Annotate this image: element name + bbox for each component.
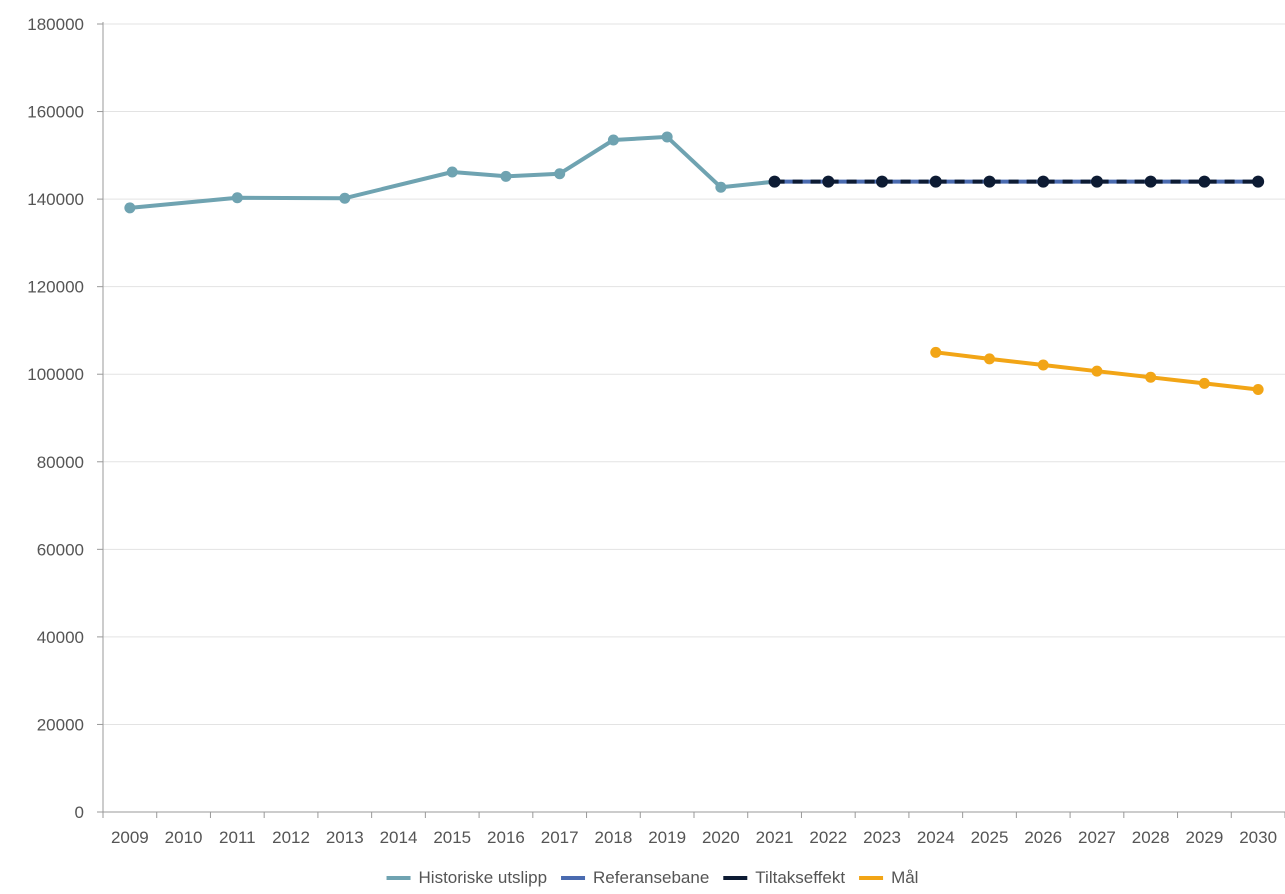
data-point — [554, 168, 566, 180]
y-tick-label: 40000 — [37, 628, 84, 647]
data-point — [715, 181, 727, 193]
x-tick-label: 2017 — [541, 828, 579, 847]
y-tick-label: 180000 — [27, 15, 84, 34]
x-tick-label: 2018 — [594, 828, 632, 847]
data-point — [500, 170, 512, 182]
legend-label: Mål — [891, 868, 918, 887]
data-point — [1198, 175, 1211, 188]
data-point — [876, 175, 889, 188]
x-tick-label: 2028 — [1132, 828, 1170, 847]
data-point — [231, 192, 243, 204]
x-tick-label: 2016 — [487, 828, 525, 847]
grid-lines — [103, 23, 1285, 813]
y-tick-label: 80000 — [37, 453, 84, 472]
x-tick-label: 2021 — [756, 828, 794, 847]
data-point — [929, 175, 942, 188]
y-tick-label: 160000 — [27, 103, 84, 122]
data-point — [822, 175, 835, 188]
series-layer — [124, 131, 1265, 396]
x-tick-label: 2020 — [702, 828, 740, 847]
data-point — [984, 353, 995, 365]
x-axis: 2009 2010 2011 2012 2013 2014 2015 2016 2017 2018… — [102, 811, 1285, 847]
legend-label: Tiltakseffekt — [755, 868, 845, 887]
legend-label: Historiske utslipp — [419, 868, 548, 887]
data-point — [1252, 175, 1265, 188]
legend-label: Referansebane — [593, 868, 709, 887]
data-point — [930, 346, 942, 358]
x-tick-label: 2013 — [326, 828, 364, 847]
x-tick-label: 2024 — [917, 828, 955, 847]
series-line — [127, 134, 777, 210]
x-tick-label: 2026 — [1024, 828, 1062, 847]
x-tick-label: 2025 — [971, 828, 1009, 847]
x-tick-label: 2030 — [1239, 828, 1277, 847]
data-point — [983, 175, 996, 188]
x-tick-label: 2023 — [863, 828, 901, 847]
series-2 — [768, 175, 1265, 188]
y-tick-label: 60000 — [37, 540, 84, 559]
x-tick-label: 2012 — [272, 828, 310, 847]
x-tick-label: 2010 — [165, 828, 203, 847]
y-tick-label: 0 — [75, 803, 84, 822]
y-axis: 0 20000 40000 60000 80000 100000 120000 140000 1… — [27, 15, 104, 822]
data-point — [1252, 384, 1264, 396]
data-point — [1037, 359, 1049, 371]
data-point — [339, 192, 351, 204]
series-0 — [124, 131, 781, 214]
legend: Historiske utslipp Referansebane Tiltaksef… — [386, 868, 918, 887]
x-tick-label: 2009 — [111, 828, 149, 847]
y-tick-label: 120000 — [27, 278, 84, 297]
data-point — [1144, 175, 1157, 188]
y-tick-label: 100000 — [27, 365, 84, 384]
legend-item: Referansebane — [561, 868, 709, 887]
x-tick-label: 2011 — [219, 828, 256, 847]
legend-item: Tiltakseffekt — [723, 868, 845, 887]
x-tick-label: 2014 — [380, 828, 418, 847]
data-point — [1091, 365, 1103, 377]
data-point — [1198, 377, 1210, 389]
data-point — [1145, 371, 1157, 383]
x-tick-label: 2015 — [433, 828, 471, 847]
data-point — [446, 166, 458, 178]
y-tick-label: 140000 — [27, 190, 84, 209]
data-point — [1090, 175, 1103, 188]
data-point — [661, 131, 673, 143]
data-point — [607, 134, 619, 146]
x-tick-label: 2019 — [648, 828, 686, 847]
data-point — [124, 202, 136, 214]
x-tick-label: 2022 — [809, 828, 847, 847]
x-tick-label: 2029 — [1185, 828, 1223, 847]
legend-item: Historiske utslipp — [386, 868, 548, 887]
x-tick-label: 2027 — [1078, 828, 1116, 847]
y-tick-label: 20000 — [37, 715, 84, 734]
series-3 — [930, 346, 1264, 396]
legend-item: Mål — [859, 868, 918, 887]
data-point — [768, 175, 781, 188]
data-point — [1037, 175, 1050, 188]
